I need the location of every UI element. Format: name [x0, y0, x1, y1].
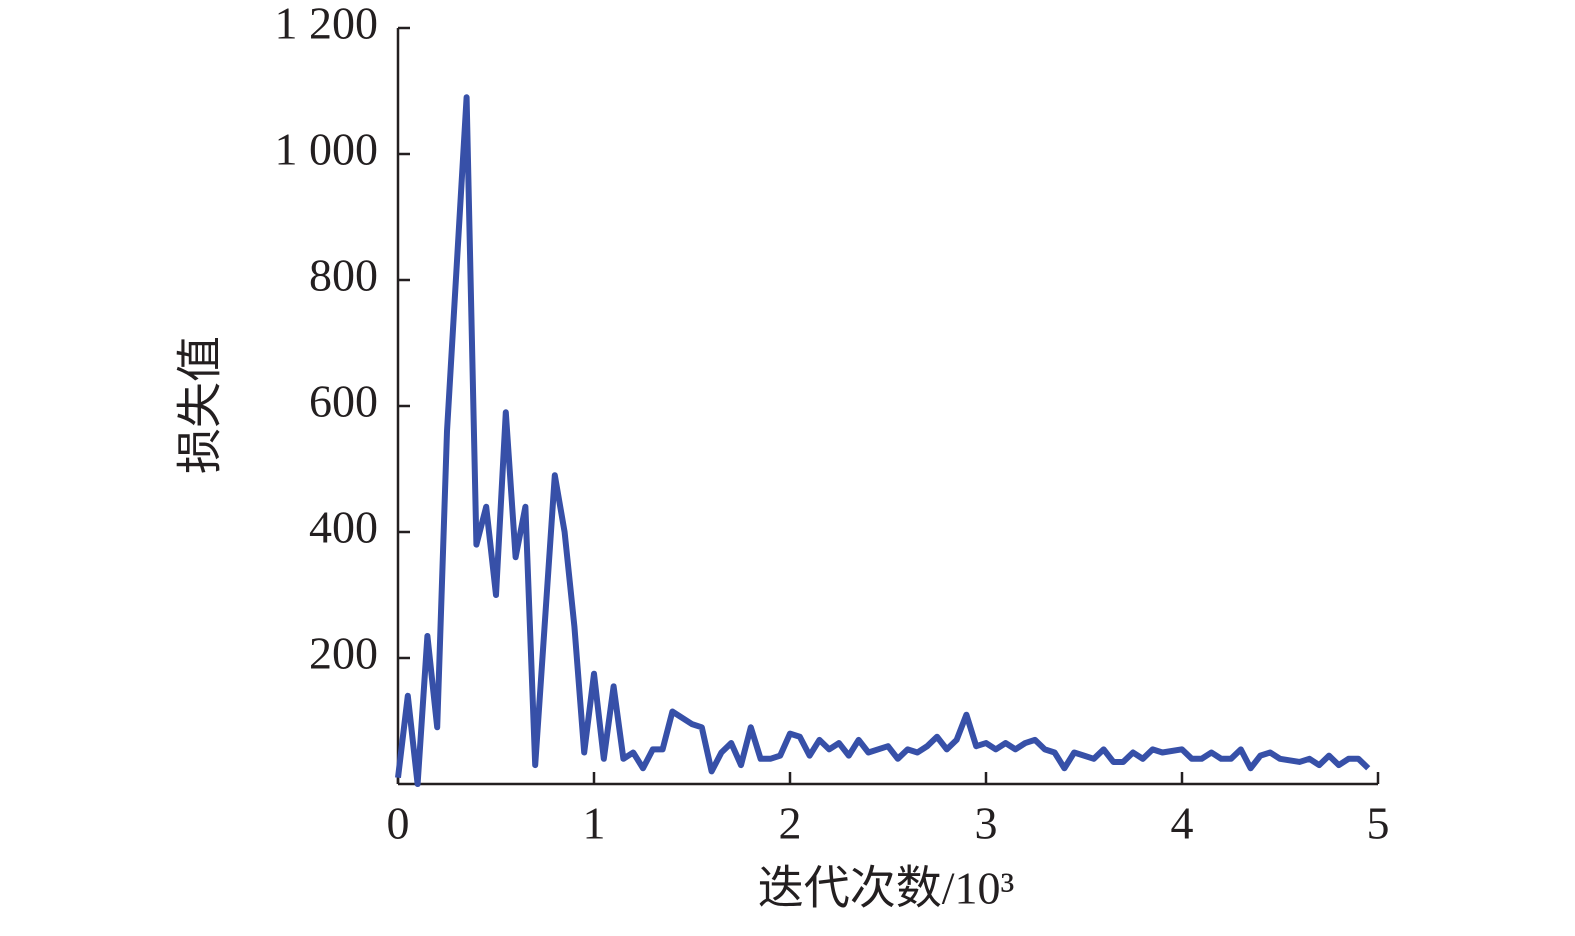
x-tick-label: 4	[1171, 798, 1194, 849]
x-axis-label: 迭代次数/10³	[758, 863, 1015, 914]
x-tick-label: 0	[387, 798, 410, 849]
y-tick-label: 800	[309, 250, 378, 301]
x-tick-label: 3	[975, 798, 998, 849]
x-tick-label: 1	[583, 798, 606, 849]
y-tick-label: 1 200	[275, 0, 379, 49]
y-tick-label: 400	[309, 502, 378, 553]
y-tick-label: 600	[309, 376, 378, 427]
y-tick-label: 1 000	[275, 124, 379, 175]
y-tick-label: 200	[309, 628, 378, 679]
y-axis-label: 损失值	[175, 336, 226, 474]
loss-line	[395, 94, 1371, 787]
x-tick-label: 5	[1367, 798, 1390, 849]
x-tick-label: 2	[779, 798, 802, 849]
